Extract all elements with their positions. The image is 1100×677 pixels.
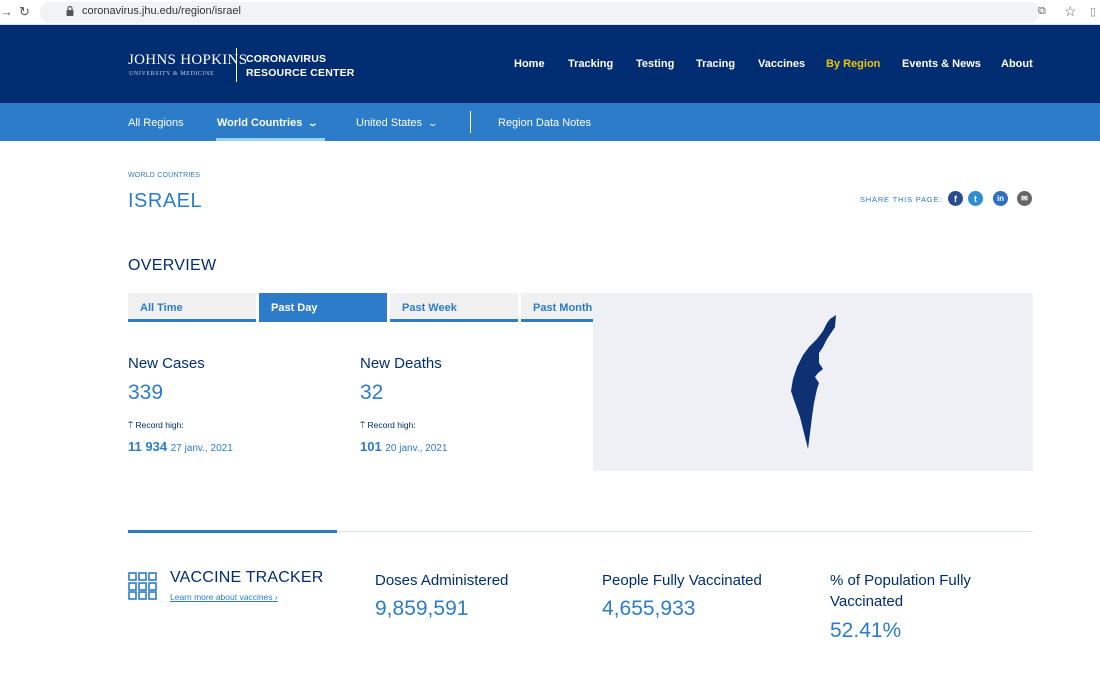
country-map — [593, 293, 1033, 471]
nav-vaccines[interactable]: Vaccines — [758, 58, 806, 70]
nav-tracing[interactable]: Tracing — [696, 58, 736, 70]
tab-all-time[interactable]: All Time — [128, 293, 256, 322]
breadcrumb[interactable]: WORLD COUNTRIES — [128, 172, 201, 179]
doses-administered-value: 9,859,591 — [375, 597, 469, 620]
new-deaths-record-value: 101 20 janv., 2021 — [360, 439, 447, 454]
address-bar[interactable] — [40, 2, 1040, 23]
pct-fully-vaccinated-label: % of Population Fully Vaccinated — [830, 570, 971, 612]
pct-label-line1: % of Population Fully — [830, 572, 971, 589]
new-cases-record-value: 11 934 27 janv., 2021 — [128, 439, 233, 454]
new-deaths-record-number: 101 — [360, 439, 382, 454]
url-text[interactable]: coronavirus.jhu.edu/region/israel — [82, 5, 241, 17]
subnav-united-states[interactable]: United States ⌄ — [356, 117, 439, 129]
nav-about[interactable]: About — [1001, 58, 1033, 70]
israel-map-shape — [791, 315, 836, 449]
section-divider-accent — [128, 530, 337, 533]
logo-johns-hopkins[interactable]: JOHNS HOPKINS — [128, 52, 248, 68]
new-deaths-record-date: 20 janv., 2021 — [385, 443, 448, 454]
subnav-all-regions[interactable]: All Regions — [128, 117, 184, 129]
facebook-icon[interactable]: f — [948, 191, 963, 206]
new-deaths-record-label: ⍑ Record high: — [360, 420, 416, 431]
new-deaths-label: New Deaths — [360, 355, 442, 372]
people-fully-vaccinated-label: People Fully Vaccinated — [602, 572, 762, 589]
extension-icon[interactable]: ▯ — [1090, 6, 1097, 18]
chevron-down-icon: ⌄ — [307, 118, 319, 128]
logo-crc-line1: CORONAVIRUS — [246, 53, 327, 65]
tab-past-week[interactable]: Past Week — [390, 293, 518, 322]
tab-past-month[interactable]: Past Month — [521, 293, 593, 322]
translate-icon[interactable]: ⧉ — [1038, 5, 1046, 17]
new-cases-label: New Cases — [128, 355, 205, 372]
main-nav: Home Tracking Testing Tracing Vaccines B… — [0, 58, 1100, 72]
site-header: JOHNS HOPKINS UNIVERSITY & MEDICINE CORO… — [0, 25, 1100, 103]
share-label: SHARE THIS PAGE: — [860, 195, 943, 204]
region-subnav: All Regions World Countries ⌄ United Stat… — [0, 103, 1100, 141]
doses-administered-label: Doses Administered — [375, 572, 509, 589]
new-cases-record-label-text: Record high: — [135, 420, 184, 430]
nav-tracking[interactable]: Tracking — [568, 58, 614, 70]
new-cases-record-date: 27 janv., 2021 — [170, 443, 233, 454]
pct-fully-vaccinated-value: 52.41% — [830, 619, 902, 642]
new-cases-record-number: 11 934 — [128, 439, 168, 454]
nav-events-news[interactable]: Events & News — [902, 58, 981, 70]
record-high-icon: ⍑ — [128, 420, 136, 430]
vaccine-tracker-title: VACCINE TRACKER — [170, 569, 324, 586]
logo-subtitle: UNIVERSITY & MEDICINE — [129, 71, 215, 77]
new-cases-value: 339 — [128, 381, 164, 404]
subnav-world-countries-label: World Countries — [217, 117, 303, 129]
new-cases-record-label: ⍑ Record high: — [128, 420, 184, 431]
browser-toolbar: → ↻ coronavirus.jhu.edu/region/israel ⧉ … — [0, 0, 1100, 25]
reload-icon[interactable]: ↻ — [19, 4, 30, 19]
pct-label-line2: Vaccinated — [830, 593, 904, 610]
vaccine-vials-icon — [128, 572, 157, 600]
people-fully-vaccinated-value: 4,655,933 — [602, 597, 696, 620]
twitter-icon[interactable]: t — [968, 191, 983, 206]
logo-crc[interactable]: CORONAVIRUS RESOURCE CENTER — [246, 52, 355, 80]
page-title: ISRAEL — [128, 190, 203, 212]
subnav-divider — [470, 111, 471, 133]
subnav-world-countries[interactable]: World Countries ⌄ — [217, 117, 319, 129]
star-icon[interactable]: ☆ — [1064, 3, 1077, 19]
section-divider — [128, 531, 1033, 532]
new-deaths-value: 32 — [360, 381, 384, 404]
chevron-down-icon: ⌄ — [427, 118, 439, 128]
subnav-region-data-notes[interactable]: Region Data Notes — [498, 117, 591, 129]
back-arrow-icon[interactable]: → — [0, 4, 13, 19]
nav-by-region[interactable]: By Region — [826, 58, 881, 70]
subnav-united-states-label: United States — [356, 117, 423, 129]
tab-past-day[interactable]: Past Day — [259, 293, 387, 322]
logo-crc-line2: RESOURCE CENTER — [246, 67, 355, 79]
learn-more-vaccines-link[interactable]: Learn more about vaccines › — [170, 592, 278, 602]
nav-testing[interactable]: Testing — [636, 58, 675, 70]
record-high-icon: ⍑ — [360, 420, 368, 430]
subnav-active-underline — [216, 138, 325, 141]
overview-title: OVERVIEW — [128, 257, 217, 274]
email-icon[interactable]: ✉ — [1017, 191, 1032, 206]
nav-home[interactable]: Home — [514, 58, 545, 70]
new-deaths-record-label-text: Record high: — [367, 420, 416, 430]
lock-icon — [66, 6, 74, 16]
logo-divider — [236, 48, 237, 82]
linkedin-icon[interactable]: in — [993, 191, 1008, 206]
